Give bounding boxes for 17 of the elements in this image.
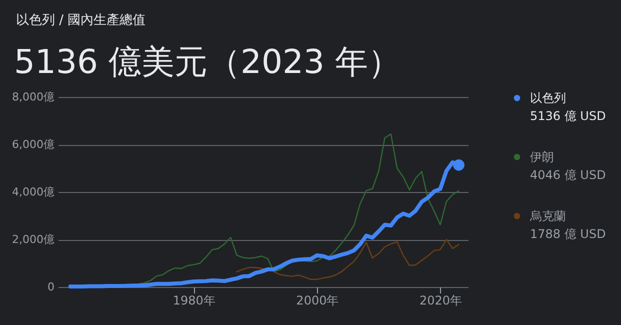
x-tick-label: 2000年 <box>296 294 339 308</box>
legend-label: 烏克蘭 <box>529 209 566 223</box>
text: 5136 億 USD <box>530 109 606 123</box>
x-tick-label: 1980年 <box>172 294 216 308</box>
y-tick-label: 0 <box>48 280 54 294</box>
y-tick-label: 8,000億 <box>12 90 54 104</box>
legend-label: 伊朗 <box>530 150 554 164</box>
y-tick-label: 2,000億 <box>12 233 54 246</box>
y-tick-label: 6,000億 <box>12 138 54 151</box>
chart-title: 5136 億美元（2023 年） <box>14 42 401 81</box>
line-series <box>236 238 460 280</box>
text: 4046 億 USD <box>530 168 606 182</box>
chart-subtitle: 以色列 / 國內生產總值 <box>16 13 146 28</box>
text: 1788 億 USD <box>530 227 606 241</box>
legend-label: 以色列 <box>530 91 566 105</box>
x-tick-label: 2020年 <box>419 294 462 308</box>
y-tick-label: 4,000億 <box>12 186 54 198</box>
